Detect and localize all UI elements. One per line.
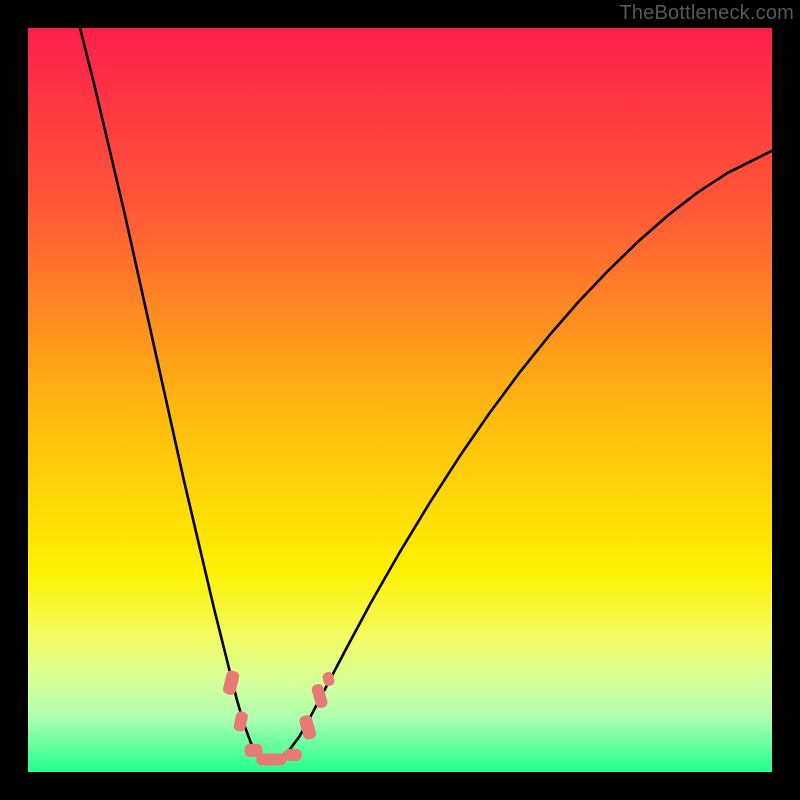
chart-frame: TheBottleneck.com: [0, 0, 800, 800]
curve-marker: [256, 753, 286, 765]
curve-marker: [298, 714, 317, 741]
bottleneck-curve: [80, 28, 772, 760]
curve-layer: [0, 0, 800, 800]
curve-marker: [222, 670, 240, 696]
curve-marker: [284, 749, 302, 761]
curve-markers: [222, 670, 336, 766]
